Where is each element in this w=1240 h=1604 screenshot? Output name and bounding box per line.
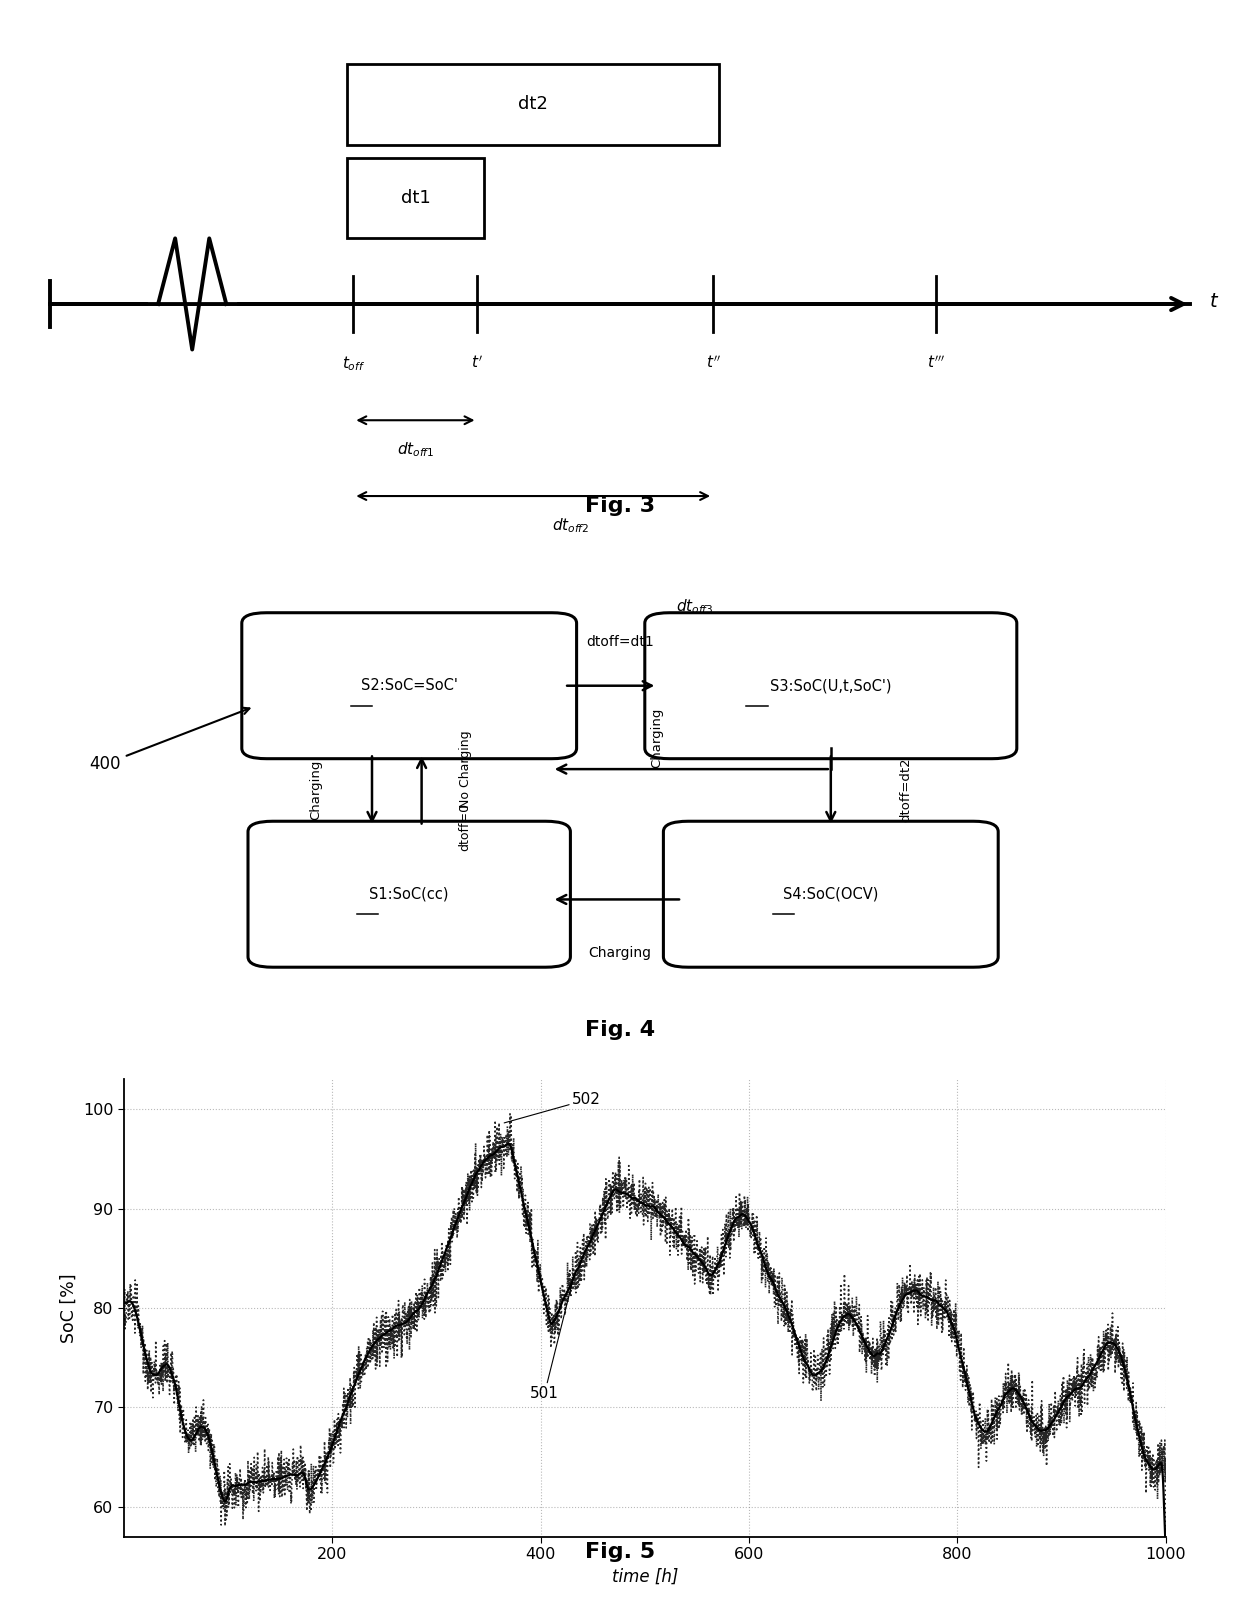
Text: S2:SoC=SoC': S2:SoC=SoC'	[361, 678, 458, 693]
Text: dt2: dt2	[518, 96, 548, 114]
Text: S4:SoC(OCV): S4:SoC(OCV)	[784, 887, 878, 901]
Text: dtoff=dt2: dtoff=dt2	[899, 757, 911, 823]
Text: $dt_{off3}$: $dt_{off3}$	[676, 597, 713, 616]
Text: $t'''$: $t'''$	[928, 354, 945, 371]
Text: S3:SoC(U,t,SoC'): S3:SoC(U,t,SoC')	[770, 678, 892, 693]
Text: Charging: Charging	[589, 946, 651, 961]
Text: dtoff=0: dtoff=0	[459, 802, 471, 850]
Text: No Charging: No Charging	[459, 730, 471, 808]
Text: $dt_{off2}$: $dt_{off2}$	[552, 516, 589, 536]
FancyBboxPatch shape	[248, 821, 570, 967]
Text: $t$: $t$	[1209, 292, 1219, 311]
Text: 501: 501	[531, 1275, 574, 1400]
Bar	[347, 64, 719, 144]
Text: 502: 502	[505, 1092, 600, 1123]
Text: Charging: Charging	[651, 707, 663, 768]
Text: 400: 400	[89, 707, 249, 773]
Text: dtoff=dt1: dtoff=dt1	[587, 635, 653, 650]
Text: Charging: Charging	[310, 760, 322, 820]
FancyBboxPatch shape	[663, 821, 998, 967]
FancyBboxPatch shape	[242, 613, 577, 759]
Text: Fig. 3: Fig. 3	[585, 496, 655, 516]
Y-axis label: SoC [%]: SoC [%]	[60, 1274, 78, 1343]
X-axis label: time [h]: time [h]	[611, 1567, 678, 1586]
Text: S1:SoC(cc): S1:SoC(cc)	[370, 887, 449, 901]
Text: Fig. 5: Fig. 5	[585, 1543, 655, 1562]
Text: Fig. 4: Fig. 4	[585, 1020, 655, 1039]
Text: $t'$: $t'$	[471, 354, 484, 371]
Text: $t''$: $t''$	[706, 354, 720, 371]
Bar	[347, 157, 484, 239]
FancyBboxPatch shape	[645, 613, 1017, 759]
Text: $dt_{off1}$: $dt_{off1}$	[397, 441, 434, 459]
Text: dt1: dt1	[401, 189, 430, 207]
Text: $t_{off}$: $t_{off}$	[342, 354, 365, 374]
